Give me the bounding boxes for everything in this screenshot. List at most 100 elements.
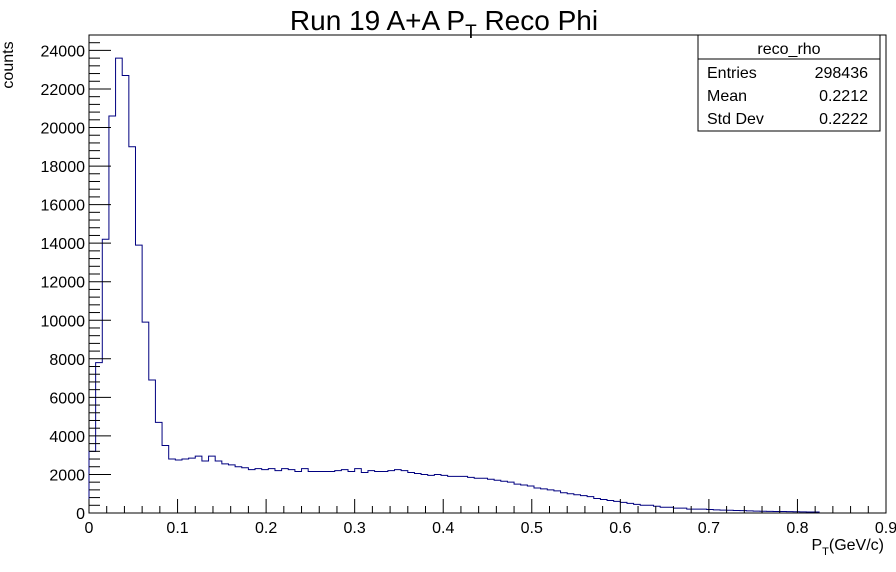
histogram-bin (733, 510, 740, 513)
histogram-bin (541, 489, 548, 513)
histogram-bin (209, 456, 216, 513)
histogram-bin (182, 459, 189, 513)
histogram-bin (348, 472, 355, 513)
histogram-bin (760, 511, 767, 513)
histogram-bin (468, 477, 475, 513)
x-tick-label: 0.7 (698, 520, 720, 537)
chart-title-main: Run 19 A+A P (290, 5, 465, 36)
histogram-bin (355, 469, 362, 513)
histogram-step-line (88, 57, 820, 513)
histogram-bin (634, 504, 641, 513)
histogram-bin (149, 380, 156, 513)
histogram-bin (235, 467, 242, 513)
histogram-bin (361, 473, 368, 513)
y-axis-label: counts (0, 41, 17, 88)
y-tick-label: 22000 (41, 82, 86, 99)
y-tick-label: 10000 (41, 313, 86, 330)
histogram-bin (600, 500, 607, 513)
histogram-bin (740, 511, 747, 513)
chart-title-subscript: T (465, 22, 477, 43)
histogram-bin (527, 486, 534, 513)
chart-title-rest: Reco Phi (477, 5, 598, 36)
x-axis-label-rest: (GeV/c) (829, 537, 884, 554)
x-axis-label: PT(GeV/c) (811, 537, 884, 558)
x-tick-label: 0.5 (521, 520, 543, 537)
histogram-bin (780, 512, 787, 513)
histogram-bin (116, 58, 123, 513)
histogram-bin (501, 481, 508, 513)
histogram-bin (534, 488, 541, 513)
histogram-bin (554, 491, 561, 513)
histogram-outline (88, 57, 820, 513)
x-axis: 0 0.1 0.2 0.3 0.4 0.5 0.6 0.7 0.8 0.9 (85, 499, 896, 537)
histogram-bin (561, 493, 568, 513)
histogram-bin (700, 509, 707, 513)
histogram-bin (488, 479, 495, 513)
histogram-bin (574, 495, 581, 513)
histogram-bin (368, 471, 375, 513)
histogram-bin (96, 363, 103, 513)
x-tick-label: 0.1 (166, 520, 188, 537)
histogram-bin (255, 469, 262, 513)
histogram-bin (375, 472, 382, 513)
histogram-bin (441, 475, 448, 513)
histogram-bin (454, 476, 461, 513)
histogram-bin (129, 147, 136, 513)
stats-entries-value: 298436 (815, 65, 868, 82)
histogram-bin (753, 511, 760, 513)
stats-entries-label: Entries (707, 65, 757, 82)
histogram-bin (521, 485, 528, 513)
stats-box: reco_rho Entries 298436 Mean 0.2212 Std … (697, 34, 881, 132)
histogram-bin (408, 473, 415, 513)
histogram-bin (481, 478, 488, 513)
histogram-bin (328, 472, 335, 513)
y-tick-label: 18000 (41, 159, 86, 176)
x-tick-label: 0.9 (875, 520, 896, 537)
stats-box-border (697, 34, 881, 132)
histogram-bin (288, 470, 295, 513)
y-tick-label: 12000 (41, 275, 86, 292)
histogram-bin (142, 322, 149, 513)
histogram-bin (215, 461, 222, 513)
histogram-bin (507, 482, 514, 513)
histogram-bin (727, 510, 734, 513)
histogram-bin (687, 509, 694, 513)
histogram-bin (474, 478, 481, 513)
histogram-bin (202, 461, 209, 513)
y-tick-label: 6000 (49, 390, 85, 407)
histogram-bin (594, 499, 601, 513)
histogram-bin (614, 501, 621, 513)
histogram-bin (707, 510, 714, 513)
histogram-bin (335, 471, 342, 513)
histogram-bin (401, 471, 408, 513)
histogram-bin (627, 503, 634, 513)
histogram-bin (122, 75, 129, 513)
y-axis: 0 2000 4000 6000 8000 10000 12000 14000 16000 180… (41, 34, 111, 523)
histogram-bin (395, 470, 402, 513)
histogram-bin (282, 469, 289, 513)
histogram-bin (448, 476, 455, 513)
y-tick-label: 16000 (41, 198, 86, 215)
histogram-bin (295, 472, 302, 513)
histogram-bin (162, 446, 169, 513)
histogram-bin (580, 496, 587, 513)
histogram-bin (514, 484, 521, 513)
histogram-bin (262, 470, 269, 513)
histogram-bin (321, 472, 328, 513)
histogram-bin (660, 507, 667, 513)
histogram-bin (102, 239, 109, 513)
x-tick-label: 0.4 (432, 520, 454, 537)
histogram-bin (315, 472, 322, 513)
x-tick-label: 0 (85, 520, 94, 537)
y-tick-label: 2000 (49, 467, 85, 484)
histogram-bin (248, 470, 255, 513)
histogram-bin (228, 465, 235, 513)
y-tick-label: 14000 (41, 236, 86, 253)
histogram-bin (268, 469, 275, 513)
histogram-bin (587, 497, 594, 513)
stats-mean-value: 0.2212 (819, 88, 868, 105)
histogram-bin (667, 507, 674, 513)
stats-stddev-value: 0.2222 (819, 111, 868, 128)
histogram-bin (773, 511, 780, 513)
